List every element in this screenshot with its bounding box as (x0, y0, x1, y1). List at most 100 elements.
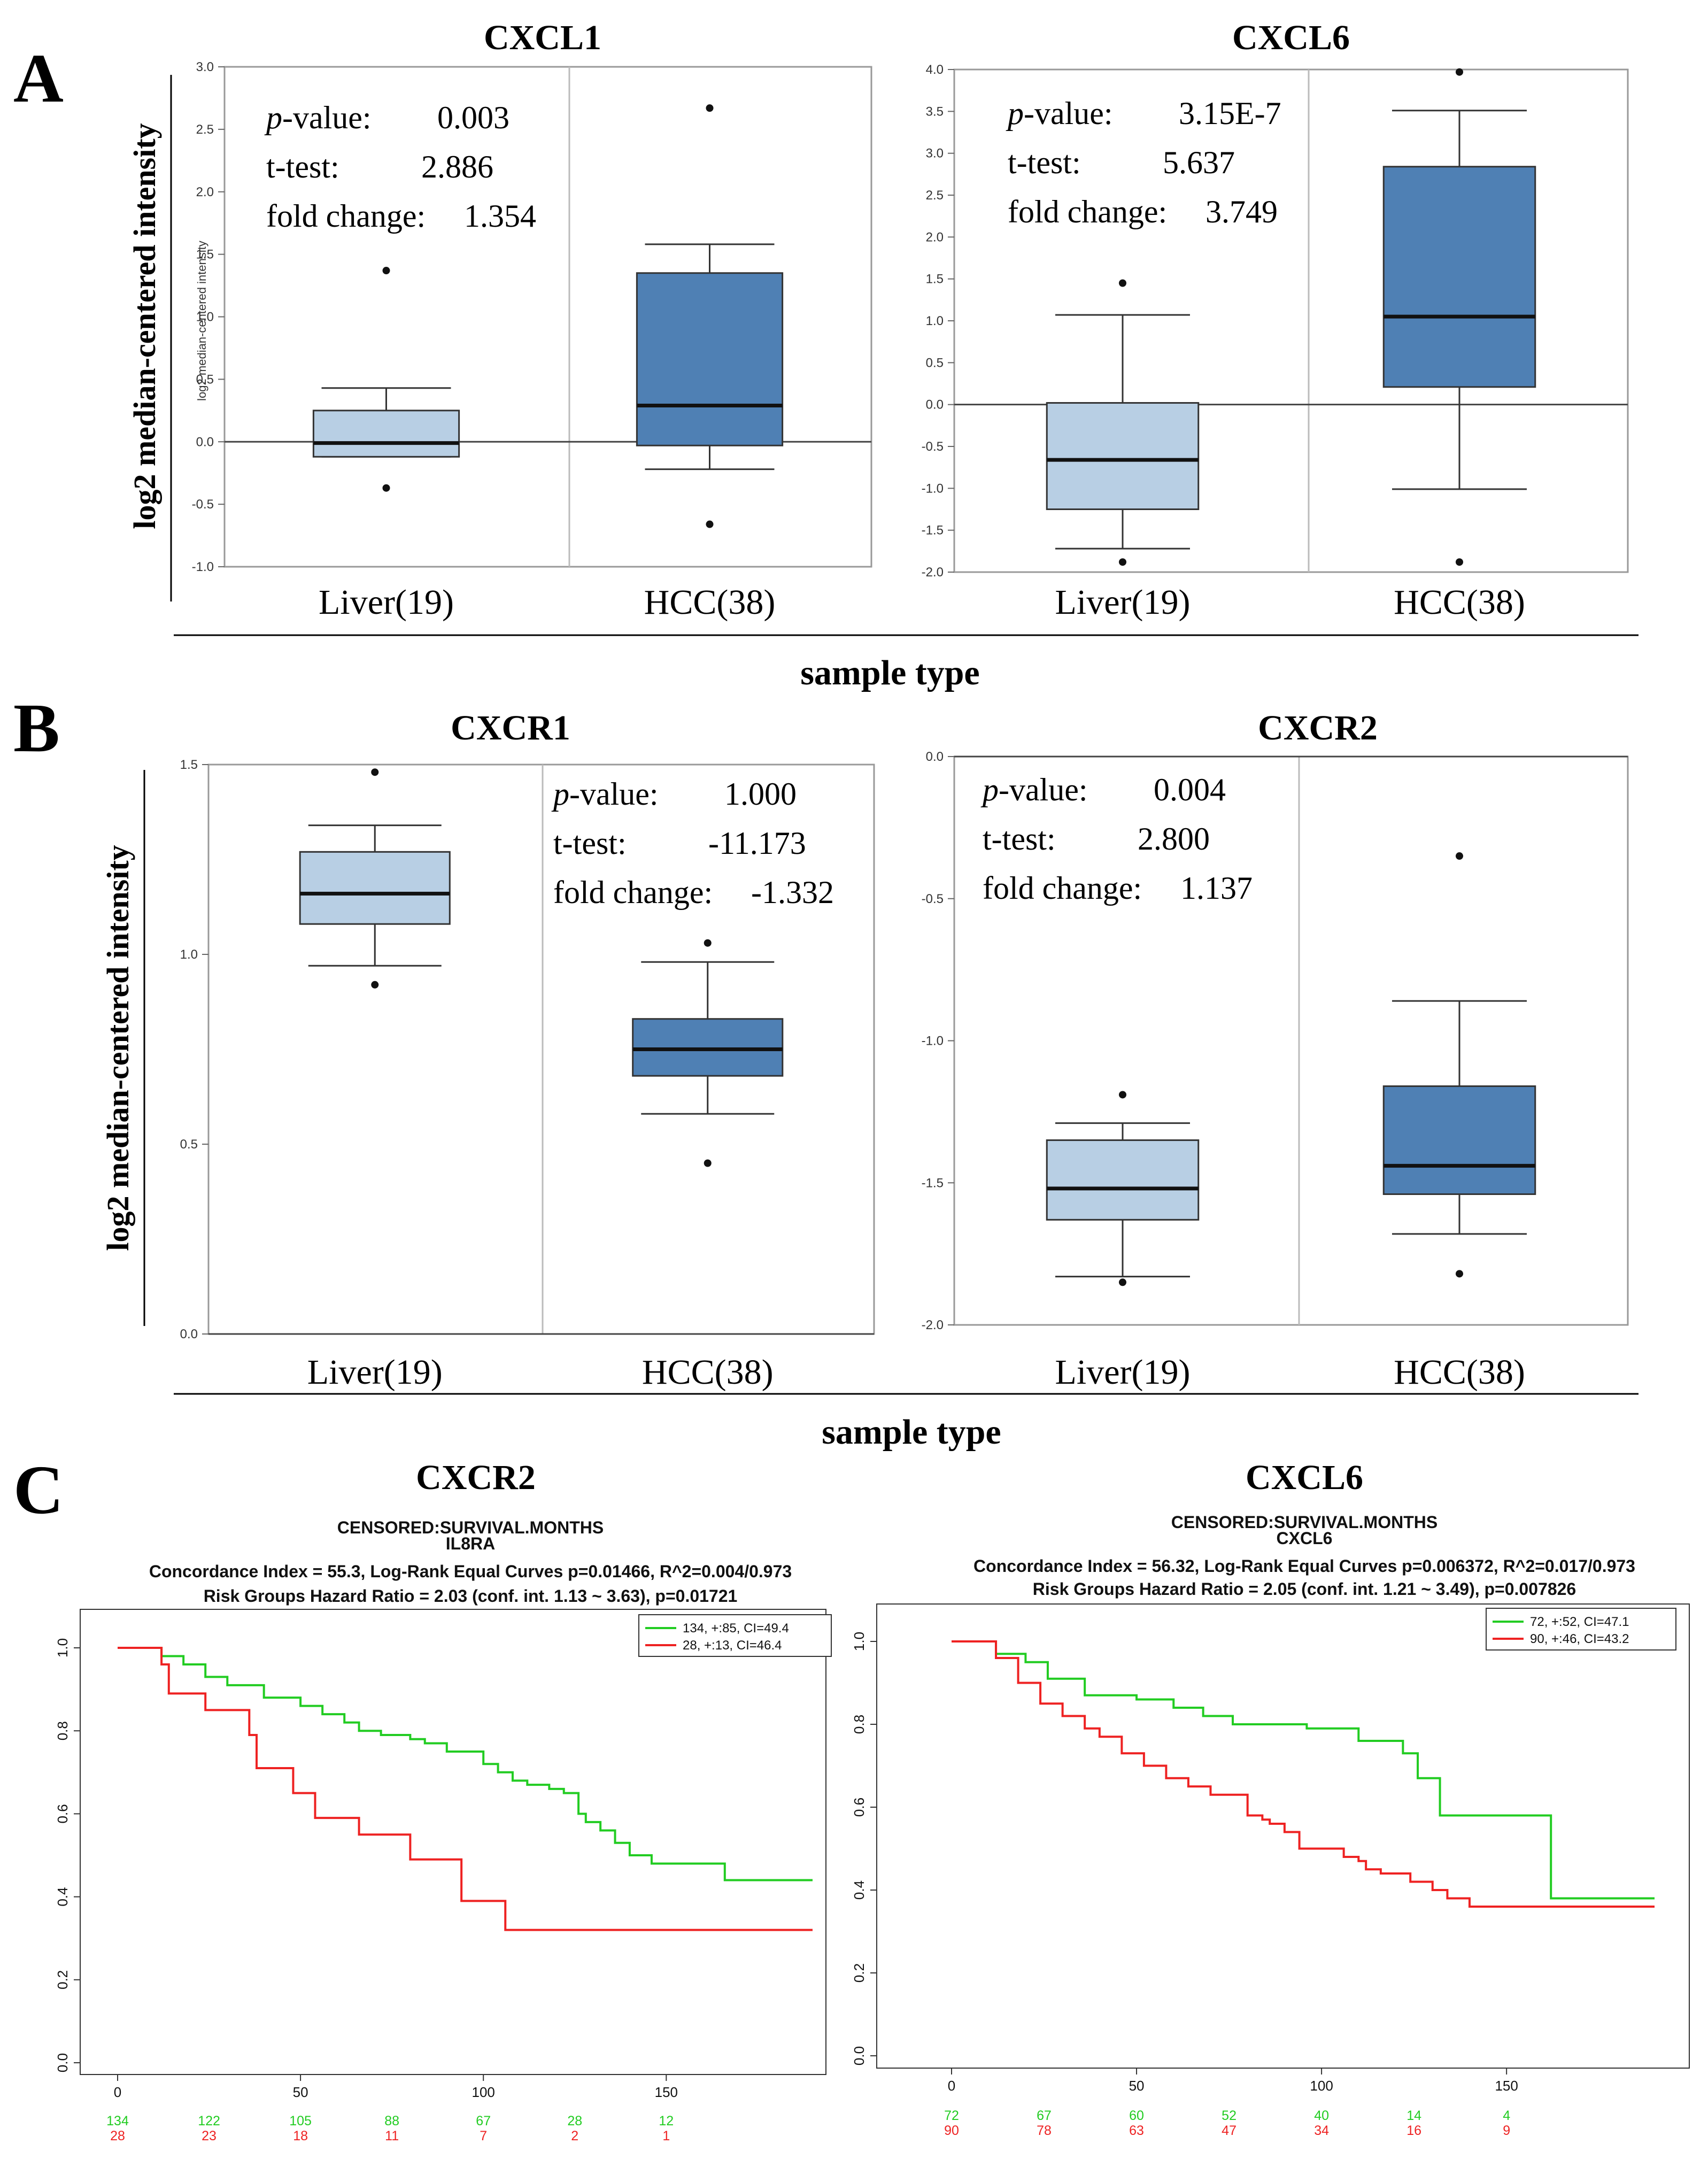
km-risk-count: 4 (1503, 2108, 1510, 2123)
km-risk-count: 72 (944, 2108, 959, 2123)
y-tick-label: -2.0 (922, 1318, 944, 1332)
t-test-value: 2.886 (421, 149, 493, 184)
km-risk-count: 52 (1222, 2108, 1236, 2123)
km-x-tick-label: 150 (1495, 2078, 1518, 2094)
y-tick-label: 0.5 (180, 1137, 198, 1152)
panel-b-ylabel: log2 median-centered intensity (101, 845, 135, 1251)
outlier-point (1119, 558, 1126, 566)
p-value: 3.15E-7 (1179, 96, 1281, 131)
km-y-tick-label: 0.8 (851, 1715, 867, 1734)
km-title: CXCR2 (416, 1458, 536, 1497)
km-risk-count: 14 (1406, 2108, 1421, 2123)
km-y-tick-label: 0.0 (851, 2046, 867, 2065)
y-tick-label: -1.0 (922, 1034, 944, 1048)
km-legend-box (1486, 1608, 1676, 1651)
km-risk-count: 134 (106, 2114, 129, 2129)
km-title: CXCL6 (1246, 1458, 1363, 1497)
km-risk-count: 105 (289, 2114, 312, 2129)
km-y-tick-label: 1.0 (851, 1632, 867, 1651)
chart-cxcr1: 1.5 1.0 0.5 0.0 CXCR1 Liver(19) HCC(38) p-value… (180, 708, 875, 1392)
outlier-point (1456, 1270, 1463, 1278)
km-risk-count: 122 (198, 2114, 220, 2129)
km-y-tick-label: 0.2 (55, 1970, 71, 1989)
km-x-tick-label: 0 (948, 2078, 955, 2094)
km-risk-count: 23 (202, 2129, 217, 2143)
km-risk-count: 11 (385, 2129, 399, 2143)
outlier-point (1119, 1091, 1126, 1099)
km-y-tick-label: 0.2 (851, 1963, 867, 1983)
km-risk-count: 2 (571, 2129, 578, 2143)
km-y-tick-label: 0.6 (851, 1798, 867, 1817)
chart-cxcr2: 0.0 -0.5 -1.0 -1.5 -2.0 CXCR2 Liver(19) HCC(38)… (922, 708, 1629, 1392)
panel-label-c: C (13, 1452, 64, 1529)
box-iqr (1382, 1085, 1536, 1196)
km-header-line: Risk Groups Hazard Ratio = 2.03 (conf. i… (204, 1586, 738, 1606)
category-label: Liver(19) (1055, 1353, 1191, 1392)
outlier-point (382, 484, 390, 492)
chart-title: CXCL1 (484, 18, 601, 57)
km-legend-label: 134, +:85, CI=49.4 (683, 1621, 789, 1636)
fold-change-label: fold change: (1008, 194, 1167, 229)
p-value: 0.003 (437, 100, 509, 135)
t-test-value: 2.800 (1138, 821, 1210, 857)
y-tick-label: 1.5 (196, 248, 214, 262)
km-risk-count: 7 (480, 2129, 487, 2143)
p-value-line: p-value: (1006, 96, 1113, 131)
y-tick-label: 3.0 (196, 60, 214, 74)
outlier-point (704, 939, 712, 947)
km-header-line: Concordance Index = 55.3, Log-Rank Equal… (149, 1562, 792, 1581)
km-legend-box (638, 1614, 832, 1657)
y-tick-label: -1.5 (922, 1176, 944, 1190)
outlier-point (1456, 68, 1463, 76)
p-value: 1.000 (724, 776, 797, 812)
km-risk-count: 60 (1129, 2108, 1144, 2123)
box-iqr (636, 272, 784, 446)
km-y-tick-label: 0.6 (55, 1804, 71, 1823)
km-header-line: Risk Groups Hazard Ratio = 2.05 (conf. i… (1033, 1579, 1576, 1599)
fold-change-label: fold change: (983, 870, 1142, 906)
category-label: HCC(38) (644, 583, 776, 622)
box-iqr (299, 851, 451, 925)
y-tick-label: -2.0 (922, 565, 944, 580)
km-risk-count: 28 (110, 2129, 125, 2143)
y-tick-label: 2.0 (926, 230, 944, 244)
km-header-line: CXCL6 (1277, 1529, 1333, 1548)
km-risk-count: 63 (1129, 2123, 1144, 2138)
outlier-point (371, 981, 379, 989)
km-risk-count: 1 (662, 2129, 670, 2143)
fold-change-label: fold change: (266, 198, 426, 234)
t-test-label: t-test: (983, 821, 1056, 857)
box-iqr (1382, 166, 1536, 388)
km-y-tick-label: 0.4 (55, 1887, 71, 1907)
category-label: Liver(19) (319, 583, 454, 622)
y-tick-label: -1.0 (192, 560, 214, 574)
km-risk-count: 40 (1314, 2108, 1329, 2123)
panel-a-ylabel: log2 median-centered intensity (127, 123, 162, 529)
chart-title: CXCR2 (1258, 708, 1378, 747)
outlier-point (1456, 558, 1463, 566)
t-test-value: 5.637 (1163, 145, 1235, 180)
fold-change-value: 1.354 (464, 198, 536, 234)
km-curve-red (118, 1647, 813, 1931)
y-tick-label: 1.5 (180, 758, 198, 772)
p-letter: p (264, 100, 282, 135)
outlier-point (706, 520, 714, 528)
km-header-line: CENSORED:SURVIVAL.MONTHS (1171, 1513, 1437, 1532)
p-letter: p (551, 776, 569, 812)
panel-label-a: A (13, 40, 64, 117)
km-plot-frame (876, 1603, 1690, 2069)
box-iqr (312, 410, 460, 458)
km-curve-green (952, 1640, 1655, 1900)
p-value-line: p-value: (980, 772, 1088, 807)
p-value: 0.004 (1154, 772, 1226, 807)
km-legend-label: 72, +:52, CI=47.1 (1530, 1615, 1629, 1629)
y-tick-label: 0.5 (926, 356, 944, 370)
category-label: HCC(38) (1394, 1353, 1525, 1392)
km-risk-count: 9 (1503, 2123, 1510, 2138)
y-tick-label: -0.5 (922, 439, 944, 454)
km-header-line: Concordance Index = 56.32, Log-Rank Equa… (973, 1556, 1635, 1576)
y-tick-label: 0.0 (926, 750, 944, 764)
km-risk-count: 16 (1406, 2123, 1421, 2138)
y-tick-label: -1.5 (922, 523, 944, 538)
